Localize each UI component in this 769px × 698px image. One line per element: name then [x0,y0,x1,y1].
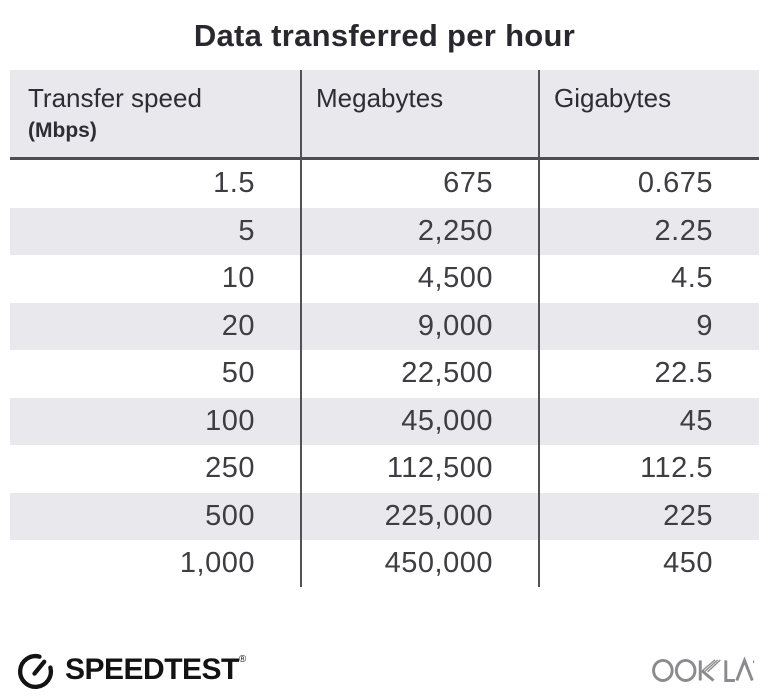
cell-megabytes: 9,000 [417,309,493,342]
table-row: 250 112,500 112.5 [10,445,759,493]
column-divider [300,70,302,587]
cell-megabytes: 4,500 [417,262,493,294]
cell-gigabytes: 112.5 [640,452,713,484]
table-row: 1.5 675 0.675 [10,160,759,208]
footer: SPEEDTEST ® [15,646,755,694]
speedtest-wordmark: SPEEDTEST [65,653,239,686]
table-row: 100 45,000 45 [10,397,759,445]
cell-gigabytes: 2.25 [654,214,713,247]
header-transfer-speed-unit: (Mbps) [28,119,97,142]
cell-megabytes: 45,000 [401,404,493,437]
cell-gigabytes: 225 [663,499,713,532]
table-row: 1,000 450,000 450 [10,540,759,588]
page-title: Data transferred per hour [193,18,576,53]
table-row: 500 225,000 225 [10,492,759,540]
cell-megabytes: 450,000 [384,547,493,579]
cell-speed: 100 [205,404,255,437]
cell-speed: 250 [205,452,255,484]
cell-speed: 500 [205,499,255,532]
cell-speed: 50 [221,357,255,389]
cell-gigabytes: 9 [696,309,713,342]
table-row: 20 9,000 9 [10,302,759,350]
cell-speed: 10 [221,262,255,294]
table-row: 10 4,500 4.5 [10,255,759,303]
speedtest-gauge-icon [18,653,54,689]
registered-trademark-symbol: ® [238,653,247,665]
header-gigabytes: Gigabytes [554,83,672,113]
cell-gigabytes: 22.5 [654,357,713,389]
table-header-row: Transfer speed (Mbps) Megabytes Gigabyte… [10,70,759,160]
speedtest-logo: SPEEDTEST ® [15,650,246,691]
header-transfer-speed-label: Transfer speed [28,83,202,113]
cell-speed: 20 [221,309,255,342]
cell-megabytes: 112,500 [386,452,493,484]
header-transfer-speed: Transfer speed (Mbps) [10,70,301,157]
header-megabytes: Megabytes [316,83,444,113]
cell-gigabytes: 0.675 [637,167,713,199]
ookla-logo [652,656,755,682]
table-row: 5 2,250 2.25 [10,207,759,255]
cell-speed: 5 [238,214,255,247]
column-divider [538,70,540,587]
cell-megabytes: 225,000 [384,499,493,532]
cell-speed: 1,000 [179,547,255,579]
cell-gigabytes: 4.5 [671,262,713,294]
data-table: Transfer speed (Mbps) Megabytes Gigabyte… [10,70,759,587]
cell-speed: 1.5 [213,167,255,199]
cell-gigabytes: 450 [663,547,713,579]
table-row: 50 22,500 22.5 [10,350,759,398]
cell-megabytes: 675 [443,167,493,199]
cell-megabytes: 22,500 [401,357,493,389]
cell-gigabytes: 45 [679,404,713,437]
cell-megabytes: 2,250 [417,214,493,247]
